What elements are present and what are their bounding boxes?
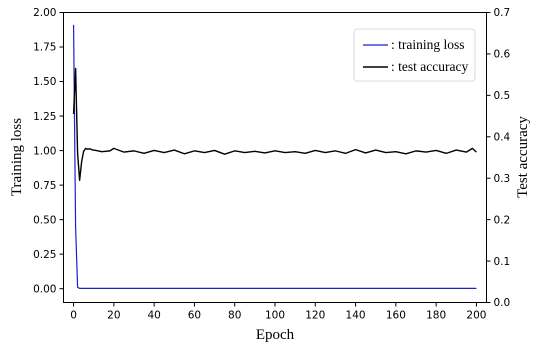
right-y-axis-title: Test accuracy: [515, 116, 531, 198]
right-y-tick-label: 0.5: [494, 90, 511, 102]
left-y-tick-label: 1.75: [33, 42, 56, 54]
x-tick-label: 0: [70, 310, 77, 322]
x-tick-label: 60: [188, 310, 201, 322]
left-y-tick-label: 1.00: [33, 145, 56, 157]
right-y-tick-label: 0.4: [494, 131, 511, 143]
x-tick-label: 40: [147, 310, 160, 322]
plot-content: [72, 24, 477, 290]
left-y-tick-label: 2.00: [33, 7, 56, 19]
x-tick-label: 120: [305, 310, 325, 322]
x-tick-label: 200: [466, 310, 486, 322]
right-y-tick-label: 0.7: [494, 7, 511, 19]
left-y-axis-title: Training loss: [9, 118, 25, 196]
x-axis-title: Epoch: [256, 327, 295, 343]
series-line-test-accuracy: [72, 67, 477, 181]
x-axis-ticks: 0 20 40 60 80 100 120 140 160 180 200: [70, 302, 486, 322]
right-y-tick-label: 0.2: [494, 214, 511, 226]
left-y-tick-label: 0.75: [33, 180, 56, 192]
left-y-tick-label: 0.50: [33, 214, 56, 226]
left-y-tick-label: 0.00: [33, 283, 56, 295]
left-y-tick-label: 0.25: [33, 249, 56, 261]
x-tick-label: 140: [346, 310, 366, 322]
right-y-tick-label: 0.6: [494, 49, 511, 61]
x-tick-label: 180: [426, 310, 446, 322]
left-y-tick-label: 1.50: [33, 76, 56, 88]
x-tick-label: 80: [228, 310, 241, 322]
legend-label-training-loss: : training loss: [391, 37, 465, 52]
x-tick-label: 100: [265, 310, 285, 322]
right-y-tick-label: 0.1: [494, 256, 511, 268]
x-tick-label: 20: [107, 310, 120, 322]
right-y-tick-label: 0.0: [494, 297, 511, 309]
left-y-tick-label: 1.25: [33, 111, 56, 123]
x-tick-label: 160: [386, 310, 406, 322]
series-line-training-loss: [72, 24, 477, 290]
legend-label-test-accuracy: : test accuracy: [391, 59, 468, 74]
right-y-axis-ticks: 0.0 0.1 0.2 0.3 0.4 0.5 0.6 0.7: [486, 7, 511, 309]
legend-box: [353, 28, 476, 82]
left-y-axis-ticks: 0.00 0.25 0.50 0.75 1.00 1.25 1.50 1.75 2.00: [33, 7, 64, 295]
right-y-tick-label: 0.3: [494, 173, 511, 185]
legend: : training loss : test accuracy: [353, 28, 476, 82]
